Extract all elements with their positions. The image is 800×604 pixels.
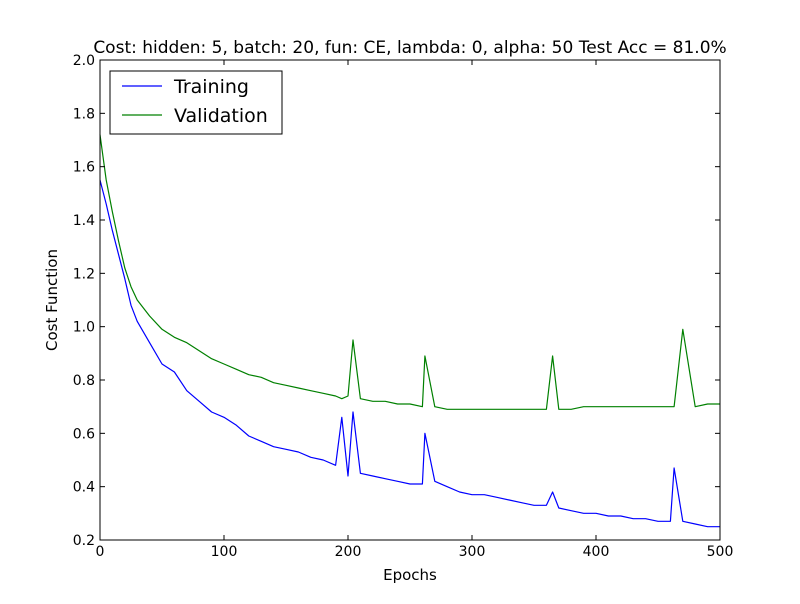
y-tick-label: 0.2	[73, 533, 95, 549]
x-tick-label: 100	[211, 544, 238, 560]
plot-area	[100, 60, 720, 540]
x-tick-label: 300	[459, 544, 486, 560]
y-tick-label: 1.0	[73, 320, 95, 336]
x-axis-label: Epochs	[383, 566, 437, 584]
plot-lines	[99, 134, 720, 528]
y-tick-label: 1.4	[73, 213, 95, 229]
y-tick-label: 1.8	[73, 106, 95, 122]
x-tick-label: 200	[335, 544, 362, 560]
y-tick-label: 1.6	[73, 160, 95, 176]
y-tick-label: 0.6	[73, 426, 95, 442]
series-line-validation	[99, 134, 720, 410]
legend: Training Validation	[109, 70, 283, 135]
y-tick-label: 0.4	[73, 480, 95, 496]
y-axis-label: Cost Function	[43, 249, 61, 351]
y-tick-label: 2.0	[73, 53, 95, 69]
x-tick-label: 400	[583, 544, 610, 560]
chart-title: Cost: hidden: 5, batch: 20, fun: CE, lam…	[93, 38, 726, 58]
y-tick-label: 1.2	[73, 266, 95, 282]
x-tick-label: 0	[96, 544, 105, 560]
y-axis: 0.2 0.4 0.6 0.8 1.0 1.2 1.4 1.6 1.8 2.0	[73, 53, 720, 549]
series-line-training	[99, 179, 720, 528]
legend-box	[109, 70, 283, 135]
y-tick-label: 0.8	[73, 373, 95, 389]
x-tick-label: 500	[707, 544, 734, 560]
plot-frame	[99, 59, 721, 541]
legend-label-training: Training	[173, 76, 249, 98]
legend-label-validation: Validation	[174, 105, 268, 127]
x-axis: 0 100 200 300 400 500	[96, 60, 734, 560]
